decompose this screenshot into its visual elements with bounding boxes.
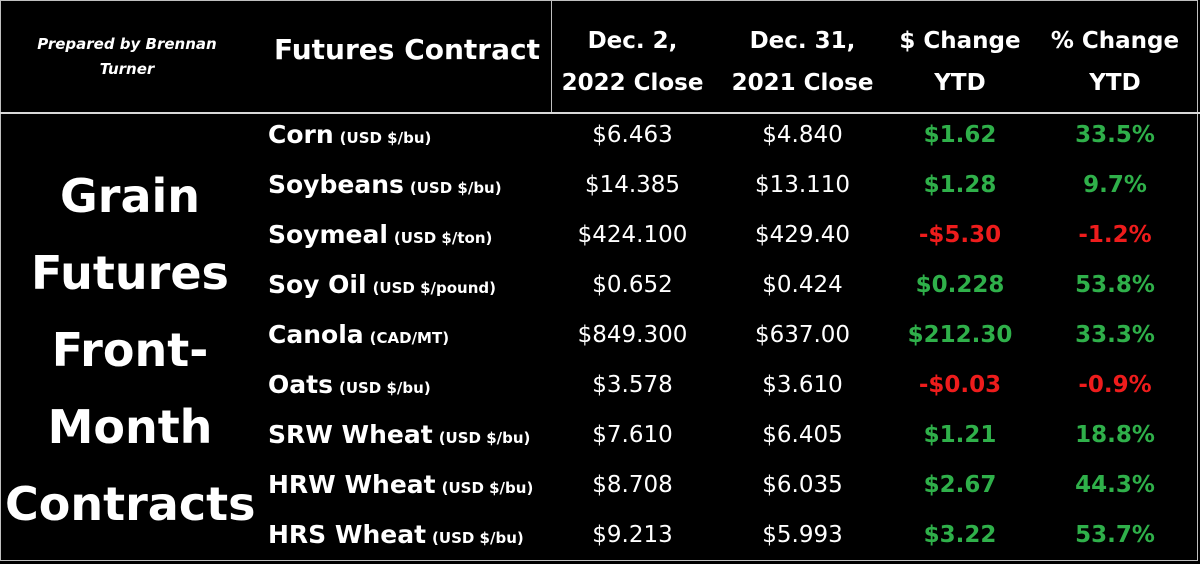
close-2021-cell: $6.405 bbox=[762, 422, 843, 448]
close-2021-cell: $3.610 bbox=[762, 372, 843, 398]
close-2021-cell: $637.00 bbox=[754, 322, 851, 348]
contract-unit: (CAD/MT) bbox=[369, 329, 450, 347]
contract-name: Soy Oil (USD $/pound) bbox=[268, 270, 496, 299]
contract-unit: (USD $/ton) bbox=[393, 229, 493, 247]
close-2021-cell: $429.40 bbox=[754, 222, 851, 248]
close-2022-cell: $9.213 bbox=[592, 522, 673, 548]
contract-label: HRW Wheat bbox=[268, 470, 436, 499]
contract-unit: (USD $/bu) bbox=[432, 529, 524, 547]
percent-change-cell: 9.7% bbox=[1083, 172, 1147, 198]
contract-unit: (USD $/bu) bbox=[339, 129, 432, 147]
credit-text: Prepared by Brennan Turner bbox=[37, 35, 217, 78]
contract-unit: (USD $/bu) bbox=[409, 179, 502, 197]
header-dollar-change-ytd: $ Change YTD bbox=[899, 28, 1021, 96]
percent-change-cell: 33.5% bbox=[1075, 122, 1155, 148]
close-2022-cell: $6.463 bbox=[592, 122, 673, 148]
dollar-change-cell: $1.28 bbox=[923, 172, 997, 198]
header-futures-contract: Futures Contract bbox=[274, 33, 540, 66]
percent-change-cell: -0.9% bbox=[1078, 372, 1152, 398]
contract-unit: (USD $/bu) bbox=[441, 479, 534, 497]
contract-name: SRW Wheat (USD $/bu) bbox=[268, 420, 530, 449]
close-2022-cell: $424.100 bbox=[577, 222, 688, 248]
contract-name: Oats (USD $/bu) bbox=[268, 370, 431, 399]
table-row: HRS Wheat (USD $/bu) $9.213 $5.993 $3.22 53.7… bbox=[0, 514, 1200, 564]
close-2021-cell: $4.840 bbox=[762, 122, 843, 148]
close-2022-cell: $8.708 bbox=[592, 472, 673, 498]
header-column-divider bbox=[551, 0, 552, 112]
table-row: SRW Wheat (USD $/bu) $7.610 $6.405 $1.21 18.8… bbox=[0, 414, 1200, 464]
table-row: Soybeans (USD $/bu) $14.385 $13.110 $1.28 9.7… bbox=[0, 164, 1200, 214]
close-2022-cell: $14.385 bbox=[584, 172, 681, 198]
table-row: Oats (USD $/bu) $3.578 $3.610 -$0.03 -0.9% bbox=[0, 364, 1200, 414]
contract-label: HRS Wheat bbox=[268, 520, 427, 549]
contract-label: Oats bbox=[268, 370, 333, 399]
percent-change-cell: 33.3% bbox=[1075, 322, 1155, 348]
dollar-change-cell: $212.30 bbox=[907, 322, 1013, 348]
percent-change-cell: 53.8% bbox=[1075, 272, 1155, 298]
contract-label: Corn bbox=[268, 120, 334, 149]
dollar-change-cell: $2.67 bbox=[923, 472, 997, 498]
contract-unit: (USD $/bu) bbox=[338, 379, 431, 397]
contract-name: HRW Wheat (USD $/bu) bbox=[268, 470, 533, 499]
percent-change-cell: 44.3% bbox=[1075, 472, 1155, 498]
contract-label: Soybeans bbox=[268, 170, 404, 199]
close-2021-cell: $6.035 bbox=[762, 472, 843, 498]
header-divider bbox=[0, 112, 1200, 114]
contract-name: Corn (USD $/bu) bbox=[268, 120, 431, 149]
close-2021-cell: $13.110 bbox=[754, 172, 851, 198]
contract-label: Soy Oil bbox=[268, 270, 367, 299]
section-label: Grain Futures Front- Month Contracts bbox=[5, 169, 256, 531]
contract-unit: (USD $/bu) bbox=[438, 429, 531, 447]
dollar-change-cell: -$0.03 bbox=[918, 372, 1002, 398]
dollar-change-cell: $0.228 bbox=[915, 272, 1005, 298]
contract-label: Canola bbox=[268, 320, 364, 349]
dollar-change-cell: $1.62 bbox=[923, 122, 997, 148]
contract-unit: (USD $/pound) bbox=[372, 279, 496, 297]
header-dec-2-2022-close: Dec. 2, 2022 Close bbox=[561, 28, 704, 96]
dollar-change-cell: $1.21 bbox=[923, 422, 997, 448]
contract-name: Soybeans (USD $/bu) bbox=[268, 170, 502, 199]
close-2022-cell: $7.610 bbox=[592, 422, 673, 448]
table-row: Corn (USD $/bu) $6.463 $4.840 $1.62 33.5% bbox=[0, 114, 1200, 164]
dollar-change-cell: -$5.30 bbox=[918, 222, 1002, 248]
dollar-change-cell: $3.22 bbox=[923, 522, 997, 548]
close-2022-cell: $849.300 bbox=[577, 322, 688, 348]
contract-name: HRS Wheat (USD $/bu) bbox=[268, 520, 524, 549]
percent-change-cell: 53.7% bbox=[1075, 522, 1155, 548]
table-row: HRW Wheat (USD $/bu) $8.708 $6.035 $2.67 44.3… bbox=[0, 464, 1200, 514]
table-row: Canola (CAD/MT) $849.300 $637.00 $212.30 33.3… bbox=[0, 314, 1200, 364]
contract-label: Soymeal bbox=[268, 220, 388, 249]
contract-label: SRW Wheat bbox=[268, 420, 433, 449]
contract-name: Canola (CAD/MT) bbox=[268, 320, 449, 349]
header-dec-31-2021-close: Dec. 31, 2021 Close bbox=[731, 28, 874, 96]
table-row: Soymeal (USD $/ton) $424.100 $429.40 -$5.30 -… bbox=[0, 214, 1200, 264]
close-2022-cell: $0.652 bbox=[592, 272, 673, 298]
percent-change-cell: -1.2% bbox=[1078, 222, 1152, 248]
contract-name: Soymeal (USD $/ton) bbox=[268, 220, 492, 249]
close-2022-cell: $3.578 bbox=[592, 372, 673, 398]
table-row: Soy Oil (USD $/pound) $0.652 $0.424 $0.228 53… bbox=[0, 264, 1200, 314]
header-percent-change-ytd: % Change YTD bbox=[1050, 28, 1180, 96]
close-2021-cell: $5.993 bbox=[762, 522, 843, 548]
percent-change-cell: 18.8% bbox=[1075, 422, 1155, 448]
close-2021-cell: $0.424 bbox=[762, 272, 843, 298]
